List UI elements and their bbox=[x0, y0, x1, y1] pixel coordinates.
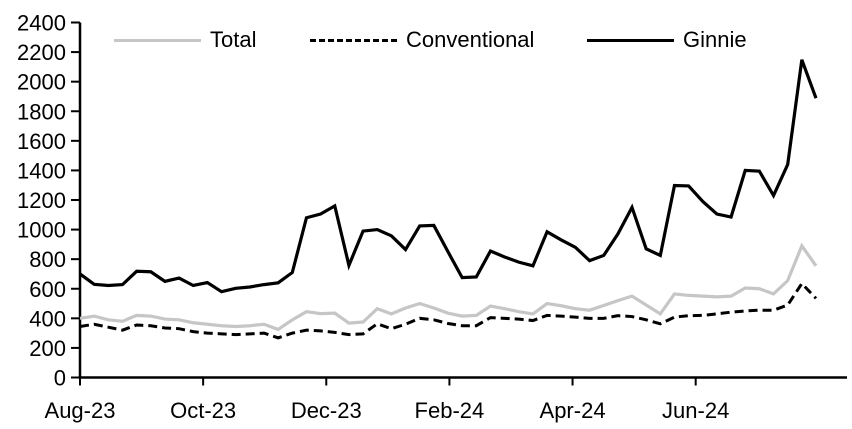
x-tick-label: Apr-24 bbox=[540, 398, 606, 423]
series-line-conventional bbox=[79, 281, 818, 340]
y-tick-label: 800 bbox=[29, 247, 66, 272]
ginnie-line-swatch bbox=[587, 38, 674, 42]
legend-item-ginnie: Ginnie bbox=[587, 28, 747, 52]
total-line-swatch bbox=[114, 38, 201, 42]
y-tick-label: 0 bbox=[54, 366, 66, 391]
y-tick-label: 2000 bbox=[17, 70, 66, 95]
y-tick-label: 1400 bbox=[17, 158, 66, 183]
y-tick-label: 2200 bbox=[17, 40, 66, 65]
x-tick-label: Feb-24 bbox=[415, 398, 485, 423]
chart-legend: Total Conventional Ginnie bbox=[0, 0, 852, 60]
x-tick-label: Dec-23 bbox=[291, 398, 362, 423]
legend-label-total: Total bbox=[210, 27, 257, 52]
legend-item-total: Total bbox=[114, 28, 256, 52]
x-tick-label: Jun-24 bbox=[662, 398, 729, 423]
y-tick-label: 1800 bbox=[17, 99, 66, 124]
y-tick-label: 2400 bbox=[17, 11, 66, 36]
y-tick-label: 600 bbox=[29, 277, 66, 302]
y-tick-label: 200 bbox=[29, 336, 66, 361]
y-tick-label: 1600 bbox=[17, 129, 66, 154]
y-tick-label: 1200 bbox=[17, 188, 66, 213]
series-line-total bbox=[79, 242, 818, 332]
x-tick-label: Aug-23 bbox=[45, 398, 116, 423]
y-tick-label: 400 bbox=[29, 306, 66, 331]
x-tick-label: Oct-23 bbox=[170, 398, 236, 423]
legend-label-conventional: Conventional bbox=[406, 27, 535, 52]
series-line-ginnie bbox=[79, 59, 818, 294]
y-tick-label: 1000 bbox=[17, 218, 66, 243]
legend-item-conventional: Conventional bbox=[310, 28, 534, 52]
legend-label-ginnie: Ginnie bbox=[683, 27, 747, 52]
conventional-line-swatch bbox=[310, 38, 397, 42]
